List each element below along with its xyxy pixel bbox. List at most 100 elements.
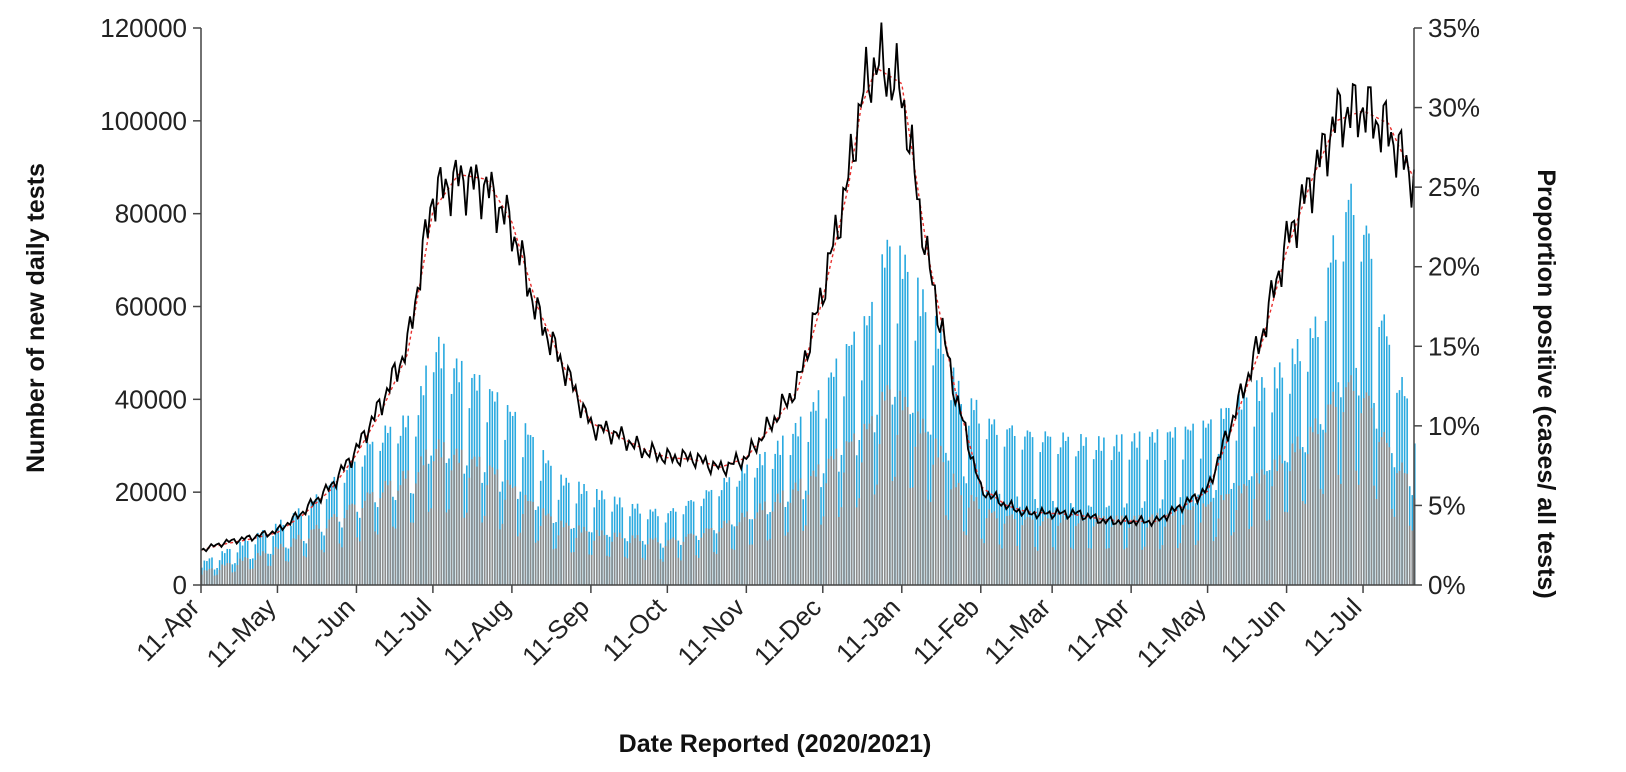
daily-positive-bar xyxy=(861,462,863,585)
daily-positive-bar xyxy=(662,561,664,585)
daily-positive-bar xyxy=(1365,392,1368,585)
daily-positive-bar xyxy=(751,544,754,585)
daily-positive-bar xyxy=(942,462,945,585)
daily-positive-bar xyxy=(336,516,338,585)
daily-positive-bar xyxy=(1388,447,1391,585)
daily-positive-bar xyxy=(626,558,629,585)
daily-positive-bar xyxy=(1082,520,1085,585)
daily-positive-bar xyxy=(1069,547,1072,585)
daily-positive-bar xyxy=(725,523,728,585)
daily-positive-bar xyxy=(257,553,259,585)
daily-positive-bar xyxy=(1396,473,1398,585)
daily-positive-bar xyxy=(891,481,894,585)
daily-positive-bar xyxy=(624,556,626,585)
daily-positive-bar xyxy=(825,483,827,585)
daily-positive-bar xyxy=(1408,525,1411,585)
daily-positive-bar xyxy=(539,525,542,585)
daily-positive-bar xyxy=(601,530,603,585)
daily-positive-bar xyxy=(282,546,285,585)
daily-positive-bar xyxy=(570,552,573,585)
daily-positive-bar xyxy=(728,520,731,585)
daily-tests-bar xyxy=(1057,454,1059,585)
daily-tests-bar xyxy=(998,493,1001,585)
daily-positive-bar xyxy=(593,540,596,585)
daily-positive-bar xyxy=(532,501,534,585)
daily-positive-bar xyxy=(1113,520,1115,585)
daily-positive-bar xyxy=(1268,519,1271,585)
daily-positive-bar xyxy=(924,432,927,585)
daily-positive-bar xyxy=(718,531,720,585)
daily-positive-bar xyxy=(815,476,817,585)
daily-positive-bar xyxy=(978,508,980,585)
x-tick-label: 11-Apr xyxy=(130,592,205,667)
daily-positive-bar xyxy=(934,438,937,585)
daily-positive-bar xyxy=(1347,382,1350,585)
daily-positive-bar xyxy=(784,535,787,585)
daily-positive-bar xyxy=(511,487,514,585)
daily-positive-bar xyxy=(1240,493,1243,585)
daily-positive-bar xyxy=(491,467,494,585)
daily-tests-bar xyxy=(1108,505,1110,585)
daily-positive-bar xyxy=(213,575,216,585)
daily-positive-bar xyxy=(909,488,912,585)
daily-positive-bar xyxy=(1041,521,1044,585)
x-tick-label: 11-Jun xyxy=(1215,592,1291,668)
daily-positive-bar xyxy=(603,535,606,585)
daily-positive-bar xyxy=(269,565,272,585)
daily-positive-bar xyxy=(1393,516,1396,585)
daily-positive-bar xyxy=(358,541,361,585)
daily-positive-bar xyxy=(776,493,779,585)
daily-positive-bar xyxy=(506,480,509,585)
daily-positive-bar xyxy=(883,400,886,585)
daily-positive-bar xyxy=(573,551,575,585)
daily-positive-bar xyxy=(985,518,988,585)
daily-tests-bar xyxy=(1179,497,1182,585)
daily-positive-bar xyxy=(1098,515,1100,585)
daily-tests-bar xyxy=(1161,499,1164,585)
daily-tests-bar xyxy=(985,439,988,585)
daily-tests-bar xyxy=(1075,456,1077,585)
daily-positive-bar xyxy=(858,498,861,585)
daily-positive-bar xyxy=(720,528,723,585)
daily-positive-bar xyxy=(919,433,922,585)
bars-grey xyxy=(201,375,1416,585)
daily-positive-bar xyxy=(425,449,427,585)
daily-positive-bar xyxy=(529,501,532,585)
daily-positive-bar xyxy=(313,529,315,585)
daily-tests-bar xyxy=(1031,437,1034,585)
daily-positive-bar xyxy=(929,502,932,585)
daily-positive-bar xyxy=(1100,522,1103,585)
daily-positive-bar xyxy=(466,512,468,585)
daily-tests-bar xyxy=(1062,432,1064,585)
daily-positive-bar xyxy=(381,492,384,585)
daily-positive-bar xyxy=(1080,515,1082,585)
daily-tests-bar xyxy=(1016,496,1019,585)
daily-positive-bar xyxy=(371,492,374,585)
daily-positive-bar xyxy=(797,491,799,585)
daily-positive-bar xyxy=(1192,506,1194,585)
daily-positive-bar xyxy=(1207,504,1210,585)
daily-positive-bar xyxy=(279,543,282,585)
daily-positive-bar xyxy=(394,528,397,585)
daily-positive-bar xyxy=(843,472,845,585)
daily-positive-bar xyxy=(1278,455,1281,585)
daily-positive-bar xyxy=(901,410,904,585)
daily-positive-bar xyxy=(315,524,318,585)
daily-positive-bar xyxy=(399,485,402,585)
daily-positive-bar xyxy=(583,526,585,585)
daily-tests-bar xyxy=(968,425,970,585)
daily-positive-bar xyxy=(621,538,624,585)
daily-positive-bar xyxy=(524,494,527,585)
daily-positive-bar xyxy=(1245,485,1248,585)
daily-positive-bar xyxy=(1401,462,1403,585)
daily-positive-bar xyxy=(1164,526,1166,585)
daily-positive-bar xyxy=(1110,526,1113,585)
daily-positive-bar xyxy=(1054,550,1057,585)
daily-positive-bar xyxy=(1340,483,1342,585)
right-tick-label: 25% xyxy=(1428,172,1480,202)
daily-positive-bar xyxy=(547,513,550,585)
daily-positive-bar xyxy=(341,547,343,585)
daily-positive-bar xyxy=(667,540,669,585)
daily-positive-bar xyxy=(1148,516,1151,585)
